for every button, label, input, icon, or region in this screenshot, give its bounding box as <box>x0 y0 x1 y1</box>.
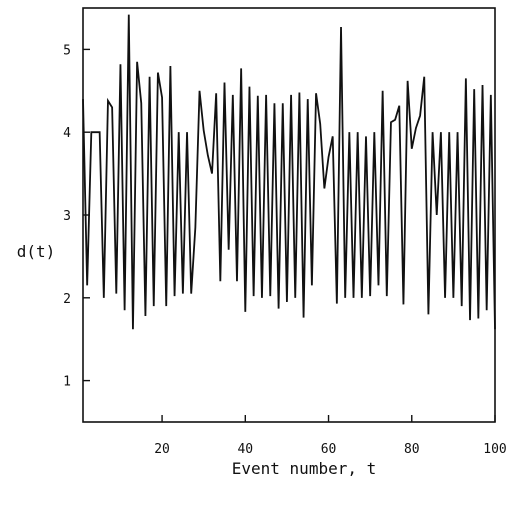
series-line <box>82 14 496 330</box>
axis-tick-labels: 20 40 60 80 100 1 2 3 4 5 <box>63 43 507 457</box>
y-tick-label-3: 3 <box>63 209 71 224</box>
y-tick-label-2: 2 <box>63 292 71 307</box>
x-tick-label-80: 80 <box>404 442 420 457</box>
y-tick-label-5: 5 <box>63 43 71 58</box>
x-axis-label: Event number, t <box>232 459 377 478</box>
x-tick-label-40: 40 <box>237 442 253 457</box>
y-axis-label: d(t) <box>17 242 56 261</box>
x-tick-label-20: 20 <box>154 442 170 457</box>
x-tick-label-100: 100 <box>483 442 506 457</box>
x-tick-label-60: 60 <box>321 442 337 457</box>
y-tick-label-1: 1 <box>63 375 71 390</box>
y-tick-label-4: 4 <box>63 126 71 141</box>
plot-frame <box>82 7 496 423</box>
